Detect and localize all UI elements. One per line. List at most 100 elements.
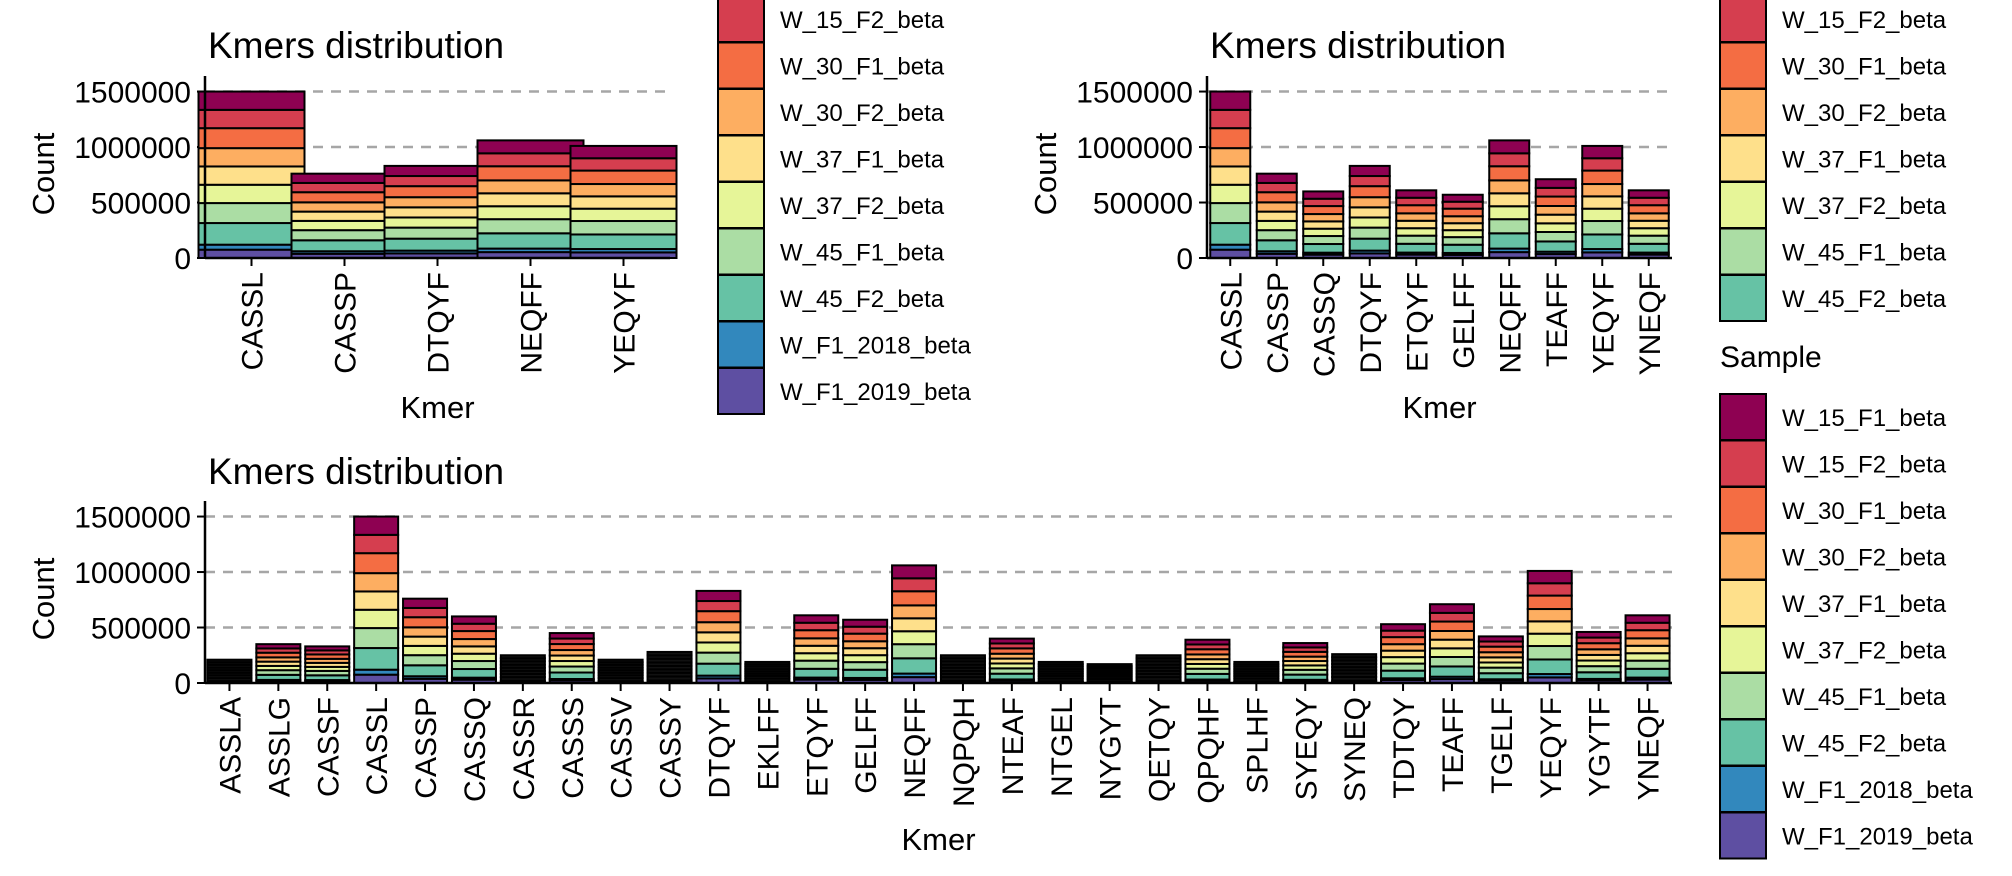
bar-segment-w-30-f1-beta	[353, 552, 400, 575]
bar-segment-w-37-f2-beta	[290, 219, 399, 232]
bar-segment-w-15-f2-beta	[1209, 108, 1252, 130]
x-axis-title: Kmer	[400, 390, 474, 425]
bar-cassl	[197, 90, 306, 259]
bar-segment-w-45-f2-beta	[1581, 233, 1624, 251]
bar-segment-w-30-f1-beta	[1526, 594, 1573, 611]
bar-segment-w-45-f1-beta	[1255, 229, 1298, 242]
x-axis-title: Kmer	[1402, 390, 1476, 425]
bar-segment-w-37-f1-beta	[695, 631, 742, 644]
bar-gelff	[1441, 193, 1484, 259]
bar-segment-w-15-f2-beta	[1395, 196, 1438, 207]
x-tick-label: TEAFF	[1541, 272, 1574, 367]
bar-segment-w-30-f1-beta	[1441, 207, 1484, 218]
bar-segment-w-15-f2-beta	[197, 108, 306, 130]
legend-swatch	[1719, 486, 1767, 534]
bar-tdtqy	[1380, 623, 1427, 684]
bar-segment-w-30-f1-beta	[842, 632, 889, 643]
bar-segment-w-30-f2-beta	[1209, 147, 1252, 168]
legend-label: W_30_F1_beta	[780, 54, 945, 81]
bar-dtqyf	[383, 164, 492, 259]
x-tick-label: CASSL	[237, 272, 270, 370]
x-tick-label: CASSS	[557, 697, 590, 799]
bar-segment-w-30-f2-beta	[842, 640, 889, 650]
bar-segment-w-15-f1-beta	[1624, 614, 1671, 624]
bar-segment-w-45-f1-beta	[1302, 235, 1345, 246]
bar-segment-w-30-f2-beta	[450, 638, 497, 648]
x-tick-label: TGELF	[1486, 697, 1519, 794]
bar-segment-w-15-f1-beta	[988, 637, 1035, 645]
x-tick-label: ASSLA	[214, 697, 247, 794]
bar-segment-w-15-f1-beta	[1526, 569, 1573, 585]
bar-segment-w-15-f1-beta	[1441, 193, 1484, 203]
bar-segment-w-37-f2-beta	[793, 652, 840, 662]
bar-segment-w-15-f1-beta	[1255, 172, 1298, 184]
bar-segment-w-45-f1-beta	[891, 643, 938, 660]
legend-label: W_45_F2_beta	[1782, 731, 1947, 758]
x-tick-label: SPLHF	[1241, 697, 1274, 794]
bar-segment-w-37-f2-beta	[1624, 652, 1671, 662]
bar-segment-w-45-f1-beta	[1348, 226, 1391, 240]
x-tick-label: NEQFF	[899, 697, 932, 799]
bar-segment-w-30-f1-beta	[1255, 191, 1298, 204]
bar-cassl	[353, 515, 400, 685]
x-tick-label: NEQFF	[1494, 272, 1527, 374]
y-tick-label: 0	[174, 668, 191, 701]
bar-segment-w-45-f1-beta	[1395, 234, 1438, 245]
bar-segment-w-15-f2-beta	[695, 600, 742, 613]
x-tick-label: ASSLG	[263, 697, 296, 797]
bar-segment-w-30-f2-beta	[383, 196, 492, 209]
bar-dtqyf	[695, 589, 742, 684]
legend-swatch	[1719, 625, 1767, 674]
bar-segment-w-37-f2-beta	[1526, 632, 1573, 648]
bar-segment-w-30-f1-beta	[1395, 204, 1438, 215]
bar-segment-w-37-f1-beta	[450, 645, 497, 655]
x-tick-label: SYEQY	[1290, 697, 1323, 800]
y-tick-label: 1500000	[74, 77, 191, 110]
bar-segment-w-37-f2-beta	[1395, 227, 1438, 237]
bar-segment-w-30-f1-beta	[1428, 620, 1475, 633]
bar-segment-w-15-f2-beta	[1624, 621, 1671, 632]
bar-segment-w-37-f2-beta	[695, 641, 742, 654]
bar-segment-w-45-f2-beta	[1428, 665, 1475, 678]
bar-segment-w-30-f2-beta	[197, 147, 306, 168]
bar-segment-w-37-f2-beta	[197, 183, 306, 205]
x-axis-title: Kmer	[901, 822, 975, 857]
bar-segment-w-45-f2-beta	[1624, 667, 1671, 679]
x-tick-label: CASSQ	[459, 697, 492, 802]
bar-segment-w-15-f1-beta	[1282, 642, 1329, 649]
legend: W_15_F2_beta W_30_F1_beta W_30_F2_beta W_37…	[717, 0, 971, 415]
bar-segment-w-45-f1-beta	[353, 627, 400, 650]
bar-segment-w-37-f1-beta	[1255, 210, 1298, 222]
x-tick-label: NYGYT	[1095, 697, 1128, 800]
bar-segment-w-37-f1-beta	[1627, 219, 1670, 230]
x-tick-label: YNEQF	[1634, 272, 1667, 375]
bar-segment-w-37-f1-beta	[383, 206, 492, 219]
bar-ntgel	[1037, 660, 1084, 684]
legend-label: W_F1_2018_beta	[1782, 777, 1973, 804]
bar-segment-w-15-f1-beta	[1395, 189, 1438, 199]
y-tick-label: 1500000	[74, 502, 191, 535]
bar-segment-w-45-f1-beta	[1428, 656, 1475, 668]
legend-swatch	[1719, 811, 1767, 860]
bar-yneqf	[1627, 189, 1670, 259]
legend-swatch	[1719, 134, 1767, 183]
bar-segment-w-15-f1-beta	[1302, 190, 1345, 200]
bar-segment-w-45-f2-beta	[1302, 243, 1345, 254]
legend-swatch	[717, 88, 765, 136]
bar-segment-w-30-f1-beta	[569, 169, 678, 186]
bar-segment-w-15-f1-beta	[1534, 178, 1577, 189]
bar-segment-w-15-f2-beta	[290, 181, 399, 194]
x-tick-label: NTGEL	[1046, 697, 1079, 797]
bar-segment-w-45-f2-beta	[1441, 243, 1484, 254]
legend-label: W_F1_2018_beta	[780, 333, 971, 360]
chart-panel-3: Kmers distribution 0 500000 1000000 1500000 C…	[26, 341, 1973, 860]
bar-segment-w-15-f1-beta	[891, 564, 938, 580]
bar-segment-w-45-f2-beta	[1534, 240, 1577, 253]
legend-label: W_F1_2019_beta	[1782, 824, 1973, 851]
bar-segment-w-15-f1-beta	[206, 658, 253, 664]
bar-segment-w-45-f1-beta	[793, 659, 840, 670]
bar-segment-w-15-f1-beta	[197, 90, 306, 111]
x-tick-label: GELFF	[1448, 272, 1481, 369]
bar-yeqyf	[569, 144, 678, 260]
bar-segment-w-30-f1-beta	[1581, 169, 1624, 186]
